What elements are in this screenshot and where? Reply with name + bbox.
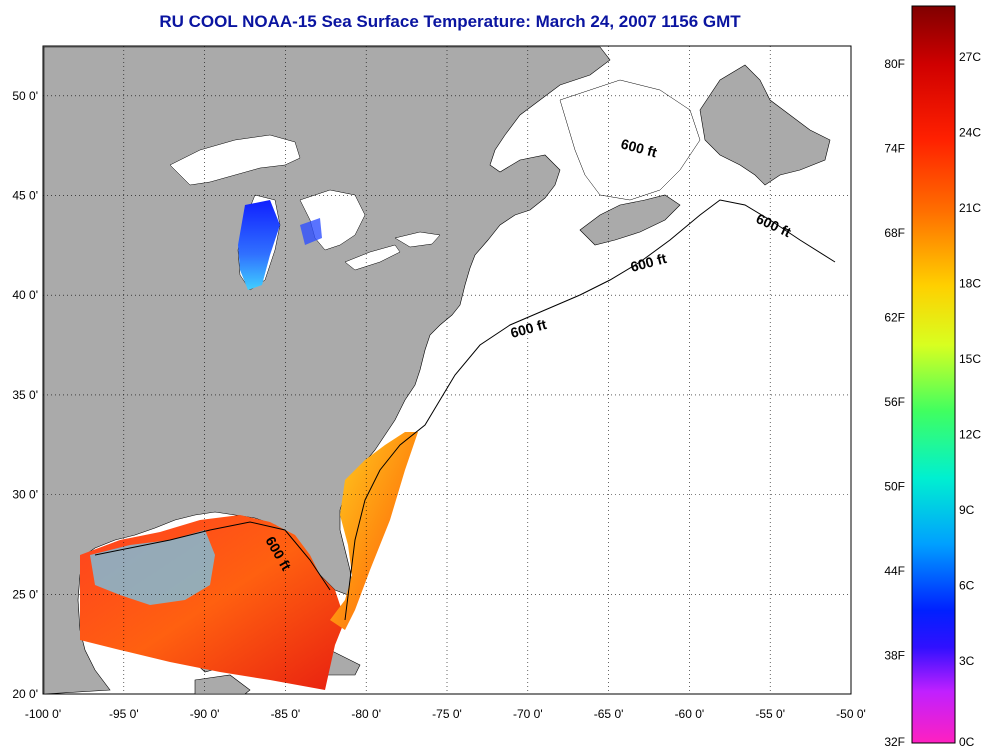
sst-lake-michigan	[238, 200, 280, 290]
lake-superior	[169, 134, 301, 186]
lat-tick-label: 25 0'	[12, 587, 38, 601]
lake-ontario	[394, 231, 441, 248]
newfoundland-land	[699, 64, 831, 186]
lon-tick-label: -50 0'	[836, 707, 866, 721]
lat-tick-label: 50 0'	[12, 89, 38, 103]
nova-scotia-land	[579, 194, 681, 246]
lon-tick-label: -90 0'	[190, 707, 220, 721]
lon-tick-label: -85 0'	[271, 707, 301, 721]
lon-tick-label: -80 0'	[351, 707, 381, 721]
isobath-600ft-gulf	[94, 521, 331, 591]
sst-east-coast	[330, 432, 418, 630]
lon-tick-label: -70 0'	[513, 707, 543, 721]
isobath-layer	[94, 199, 836, 621]
sst-gulf-cold-patch	[90, 530, 215, 605]
longitude-tick-labels: -100 0' -95 0' -90 0' -85 0' -80 0' -75 0' -70…	[25, 707, 866, 721]
lon-tick-label: -65 0'	[594, 707, 624, 721]
lon-tick-label: -100 0'	[25, 707, 61, 721]
sst-lake-huron-patch	[300, 218, 322, 245]
lon-tick-label: -95 0'	[109, 707, 139, 721]
lon-tick-label: -55 0'	[755, 707, 785, 721]
isobath-600ft	[344, 199, 836, 621]
lat-tick-label: 40 0'	[12, 288, 38, 302]
lon-tick-label: -60 0'	[675, 707, 705, 721]
graticule	[43, 46, 851, 694]
lat-tick-label: 45 0'	[12, 189, 38, 203]
lat-tick-label: 30 0'	[12, 488, 38, 502]
map-title: RU COOL NOAA-15 Sea Surface Temperature:…	[159, 12, 741, 31]
lon-tick-label: -75 0'	[432, 707, 462, 721]
st-lawrence-gulf	[559, 79, 701, 201]
lat-tick-label: 20 0'	[12, 687, 38, 701]
latitude-tick-labels: 20 0' 25 0' 30 0' 35 0' 40 0' 45 0' 50 0'	[12, 89, 38, 701]
lat-tick-label: 35 0'	[12, 388, 38, 402]
lake-erie	[344, 244, 401, 271]
north-america-land	[43, 46, 611, 695]
sst-layer	[80, 200, 418, 690]
yucatan-land	[194, 674, 251, 695]
